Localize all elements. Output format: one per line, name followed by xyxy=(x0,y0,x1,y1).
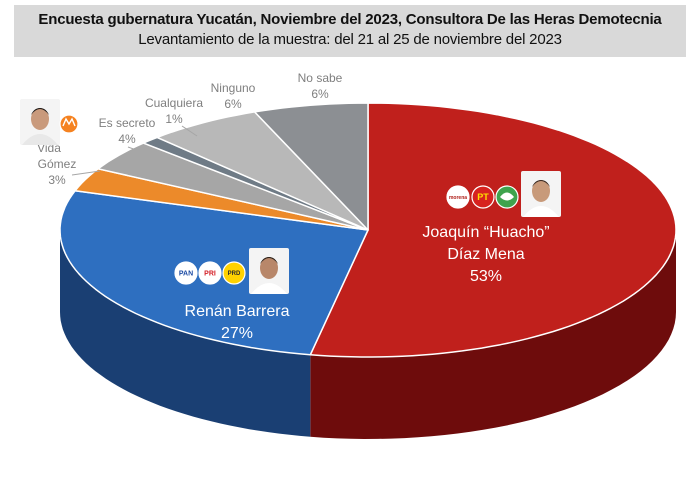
logo-pri-icon: PRI xyxy=(198,261,222,285)
label-nosabe-name: No sabe xyxy=(298,71,343,85)
pie-slice-6 xyxy=(253,102,369,231)
chart-subtitle: Levantamiento de la muestra: del 21 al 2… xyxy=(138,31,562,48)
svg-text:PT: PT xyxy=(477,192,489,202)
label-cualquiera-value: 1% xyxy=(165,112,183,126)
label-vida-name-2: Gómez xyxy=(38,157,77,171)
leader-vida xyxy=(71,170,101,176)
label-huacho-name-1: Joaquín “Huacho” xyxy=(422,224,549,241)
label-cualquiera-name: Cualquiera xyxy=(145,96,203,110)
label-ninguno-value: 6% xyxy=(224,97,242,111)
logo-pt-icon: PT xyxy=(471,185,495,209)
logo-morena-icon: morena xyxy=(446,185,470,209)
svg-text:PAN: PAN xyxy=(179,270,193,277)
pie-slice-0 xyxy=(309,102,677,358)
chart-title: Encuesta gubernatura Yucatán, Noviembre … xyxy=(38,11,662,28)
portrait-huacho xyxy=(521,171,561,217)
mc-bird-icon xyxy=(62,117,76,127)
chart-header: Encuesta gubernatura Yucatán, Noviembre … xyxy=(14,5,686,57)
pie-decorations: morena PT PAN PRI PRD xyxy=(20,99,561,294)
label-secreto-value: 4% xyxy=(118,132,136,146)
label-huacho-value: 53% xyxy=(470,268,502,285)
leader-cualquiera xyxy=(181,125,198,137)
portrait-renan xyxy=(249,248,289,294)
label-huacho-name-2: Díaz Mena xyxy=(447,246,524,263)
label-renan-value: 27% xyxy=(221,325,253,342)
svg-text:PRD: PRD xyxy=(228,271,241,277)
label-secreto-name: Es secreto xyxy=(99,116,156,130)
label-nosabe-value: 6% xyxy=(311,87,329,101)
label-vida-value: 3% xyxy=(48,173,66,187)
svg-text:morena: morena xyxy=(449,195,467,201)
leader-secreto xyxy=(127,146,151,156)
pie-slice-2 xyxy=(74,168,369,231)
portrait-vida xyxy=(20,99,60,145)
pie-side-1 xyxy=(60,230,311,437)
label-ninguno-name: Ninguno xyxy=(211,81,256,95)
pvem-leaf-icon xyxy=(500,192,514,201)
pie-labels: Joaquín “Huacho” Díaz Mena 53% Renán Barrer… xyxy=(37,71,550,342)
label-renan-name: Renán Barrera xyxy=(185,303,290,320)
pie-tops xyxy=(59,102,677,358)
pie-side-0 xyxy=(310,230,676,439)
pie-sides xyxy=(60,230,676,439)
pie-slice-3 xyxy=(97,142,369,231)
svg-text:PRI: PRI xyxy=(204,270,216,277)
logo-prd-icon: PRD xyxy=(222,261,246,285)
pie-slice-5 xyxy=(156,111,369,231)
logo-pan-icon: PAN xyxy=(174,261,198,285)
